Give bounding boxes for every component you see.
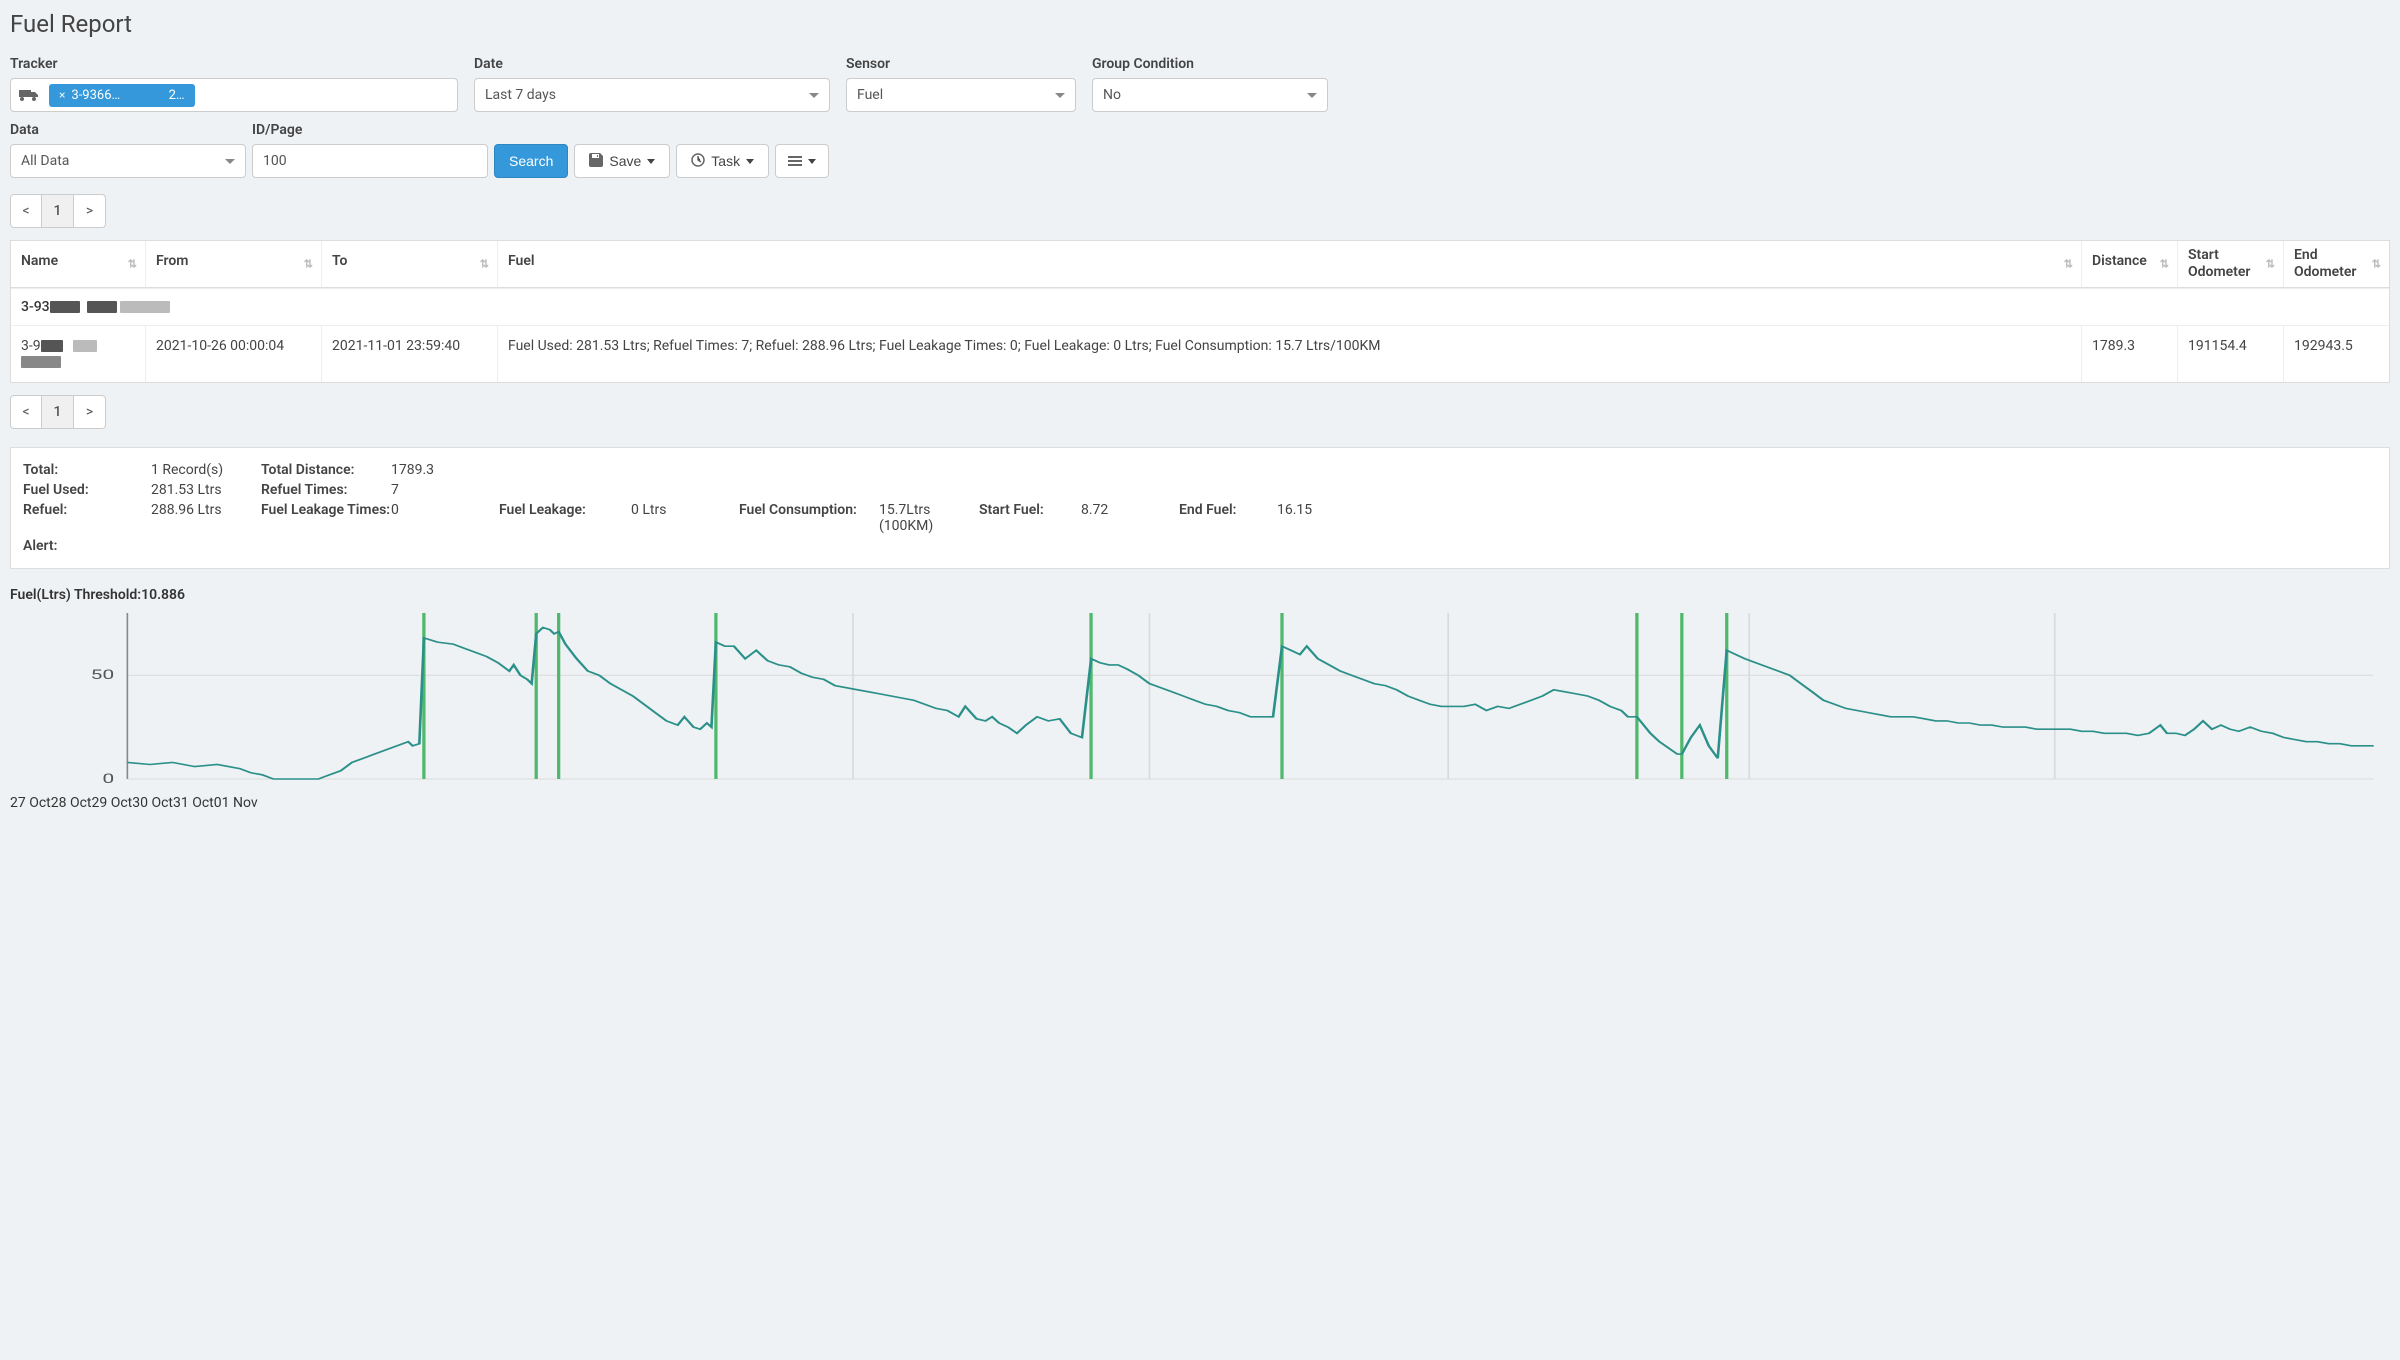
page-current[interactable]: 1: [42, 395, 74, 429]
pagination-top: < 1 >: [10, 194, 106, 228]
sum-refuel-l: Refuel:: [23, 502, 151, 534]
sort-icon: ⇅: [128, 259, 137, 268]
page-current[interactable]: 1: [42, 194, 74, 228]
table-group-row: 3-93: [11, 288, 2389, 325]
sum-leaktimes-v: 0: [391, 502, 499, 534]
sum-refuel-v: 288.96 Ltrs: [151, 502, 261, 534]
filters-row-1: Tracker × 3-9366… 2… Date Last 7 days Se…: [10, 56, 2390, 112]
task-button[interactable]: Task: [676, 144, 769, 178]
sort-icon: ⇅: [480, 259, 489, 268]
cell-fuel: Fuel Used: 281.53 Ltrs; Refuel Times: 7;…: [497, 325, 2081, 382]
sum-totaldist-l: Total Distance:: [261, 462, 391, 478]
clock-icon: [691, 153, 705, 170]
sum-startfuel-v: 8.72: [1081, 502, 1179, 534]
page-title: Fuel Report: [10, 10, 2390, 38]
chart-x-axis: 27 Oct28 Oct29 Oct30 Oct31 Oct01 Nov: [10, 795, 2390, 815]
cell-distance: 1789.3: [2081, 325, 2177, 382]
page-prev[interactable]: <: [10, 194, 42, 228]
sum-cons-v: 15.7Ltrs (100KM): [879, 502, 979, 534]
tracker-label: Tracker: [10, 56, 458, 72]
summary-box: Total: 1 Record(s) Total Distance: 1789.…: [10, 447, 2390, 569]
caret-down-icon: [1055, 93, 1065, 98]
idpage-value: 100: [263, 153, 287, 169]
sum-totaldist-v: 1789.3: [391, 462, 499, 478]
date-select[interactable]: Last 7 days: [474, 78, 830, 112]
page-prev[interactable]: <: [10, 395, 42, 429]
data-label: Data: [10, 122, 246, 138]
filters-row-2: Data All Data ID/Page 100 Search Save Ta…: [10, 122, 2390, 178]
save-icon: [589, 153, 603, 170]
group-select[interactable]: No: [1092, 78, 1328, 112]
sum-fuelused-v: 281.53 Ltrs: [151, 482, 261, 498]
sum-leak-v: 0 Ltrs: [631, 502, 739, 534]
sort-icon: ⇅: [2064, 259, 2073, 268]
idpage-input[interactable]: 100: [252, 144, 488, 178]
group-label: Group Condition: [1092, 56, 1328, 72]
save-label: Save: [609, 153, 641, 169]
caret-down-icon: [746, 159, 754, 164]
data-value: All Data: [21, 153, 69, 169]
sum-endfuel-v: 16.15: [1277, 502, 1347, 534]
table-row: 3-9 2021-10-26 00:00:04 2021-11-01 23:59…: [11, 325, 2389, 382]
sort-icon: ⇅: [304, 259, 313, 268]
idpage-label: ID/Page: [252, 122, 488, 138]
tracker-chip-text: 3-9366… 2…: [71, 88, 184, 103]
data-table: Name⇅ From⇅ To⇅ Fuel⇅ Distance⇅ StartOdo…: [10, 240, 2390, 383]
svg-text:0: 0: [102, 772, 114, 787]
caret-down-icon: [1307, 93, 1317, 98]
sum-alert-l: Alert:: [23, 538, 151, 554]
sensor-value: Fuel: [857, 87, 883, 103]
cell-end-odo: 192943.5: [2283, 325, 2389, 382]
sum-fuelused-l: Fuel Used:: [23, 482, 151, 498]
sensor-label: Sensor: [846, 56, 1076, 72]
sum-startfuel-l: Start Fuel:: [979, 502, 1081, 534]
sum-endfuel-l: End Fuel:: [1179, 502, 1277, 534]
th-from[interactable]: From⇅: [145, 241, 321, 288]
sort-icon: ⇅: [2266, 259, 2275, 268]
th-fuel[interactable]: Fuel⇅: [497, 241, 2081, 288]
cell-from: 2021-10-26 00:00:04: [145, 325, 321, 382]
th-name[interactable]: Name⇅: [11, 241, 145, 288]
fuel-chart: 0 50: [10, 607, 2390, 793]
sum-total-v: 1 Record(s): [151, 462, 261, 478]
tracker-chip[interactable]: × 3-9366… 2…: [49, 84, 195, 107]
cell-to: 2021-11-01 23:59:40: [321, 325, 497, 382]
sort-icon: ⇅: [2372, 259, 2381, 268]
cell-start-odo: 191154.4: [2177, 325, 2283, 382]
hamburger-icon: [788, 156, 802, 166]
sum-leak-l: Fuel Leakage:: [499, 502, 631, 534]
caret-down-icon: [647, 159, 655, 164]
sensor-select[interactable]: Fuel: [846, 78, 1076, 112]
sum-refueltimes-v: 7: [391, 482, 499, 498]
sort-icon: ⇅: [2160, 259, 2169, 268]
date-label: Date: [474, 56, 830, 72]
data-select[interactable]: All Data: [10, 144, 246, 178]
th-distance[interactable]: Distance⇅: [2081, 241, 2177, 288]
search-button[interactable]: Search: [494, 144, 568, 178]
truck-icon: [15, 88, 43, 102]
group-value: No: [1103, 87, 1121, 103]
tracker-input[interactable]: × 3-9366… 2…: [10, 78, 458, 112]
date-value: Last 7 days: [485, 87, 556, 103]
caret-down-icon: [809, 93, 819, 98]
th-to[interactable]: To⇅: [321, 241, 497, 288]
chart-title: Fuel(Ltrs) Threshold:10.886: [10, 587, 2390, 603]
page-next[interactable]: >: [74, 395, 106, 429]
pagination-bottom: < 1 >: [10, 395, 106, 429]
page-next[interactable]: >: [74, 194, 106, 228]
sum-refueltimes-l: Refuel Times:: [261, 482, 391, 498]
cell-name: 3-9: [11, 325, 145, 382]
sum-total-l: Total:: [23, 462, 151, 478]
sum-cons-l: Fuel Consumption:: [739, 502, 879, 534]
th-start-odometer[interactable]: StartOdometer⇅: [2177, 241, 2283, 288]
save-button[interactable]: Save: [574, 144, 670, 178]
svg-text:50: 50: [91, 668, 115, 683]
caret-down-icon: [225, 159, 235, 164]
th-end-odometer[interactable]: EndOdometer⇅: [2283, 241, 2389, 288]
chip-remove-icon[interactable]: ×: [59, 88, 65, 102]
task-label: Task: [711, 153, 740, 169]
menu-button[interactable]: [775, 144, 829, 178]
sum-leaktimes-l: Fuel Leakage Times:: [261, 502, 391, 534]
caret-down-icon: [808, 159, 816, 164]
